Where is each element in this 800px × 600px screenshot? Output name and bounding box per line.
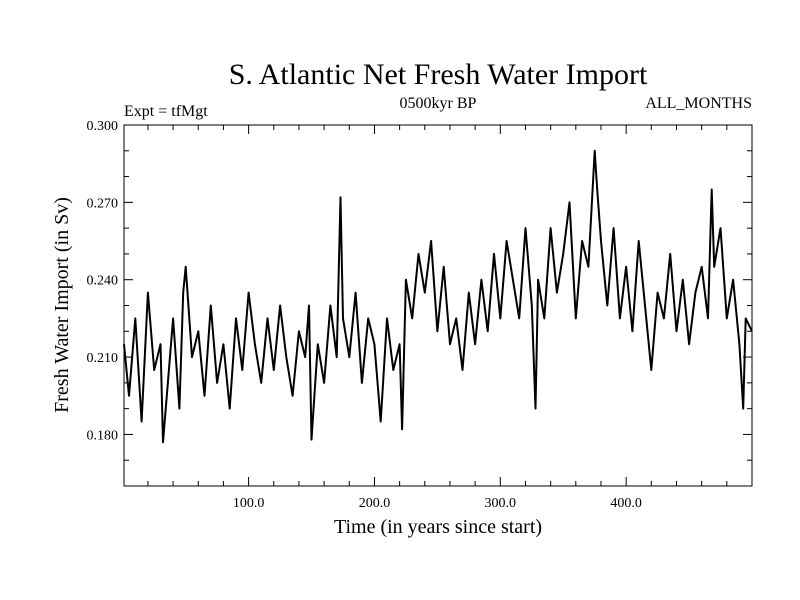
time-period-label: 0500kyr BP [400,95,477,112]
months-label: ALL_MONTHS [645,95,752,112]
y-tick-label: 0.210 [87,351,119,366]
plot-frame [123,124,753,487]
chart-title: S. Atlantic Net Fresh Water Import [229,58,648,91]
x-tick-label: 400.0 [610,496,642,511]
y-tick-label: 0.180 [87,428,119,443]
x-tick-labels: 100.0 200.0 300.0 400.0 [233,496,642,511]
axis-ticks [124,124,752,487]
y-tick-labels: 0.180 0.210 0.240 0.270 0.300 [87,119,119,443]
x-axis-label: Time (in years since start) [334,516,542,538]
x-tick-label: 200.0 [359,496,391,511]
x-tick-label: 300.0 [485,496,517,511]
y-axis-label: Fresh Water Import (in Sv) [51,197,73,413]
experiment-label: Expt = tfMgt [124,103,208,120]
y-tick-label: 0.300 [87,119,119,134]
y-tick-label: 0.270 [87,196,119,211]
y-tick-label: 0.240 [87,274,119,289]
series-line [123,149,753,444]
x-tick-label: 100.0 [233,496,265,511]
